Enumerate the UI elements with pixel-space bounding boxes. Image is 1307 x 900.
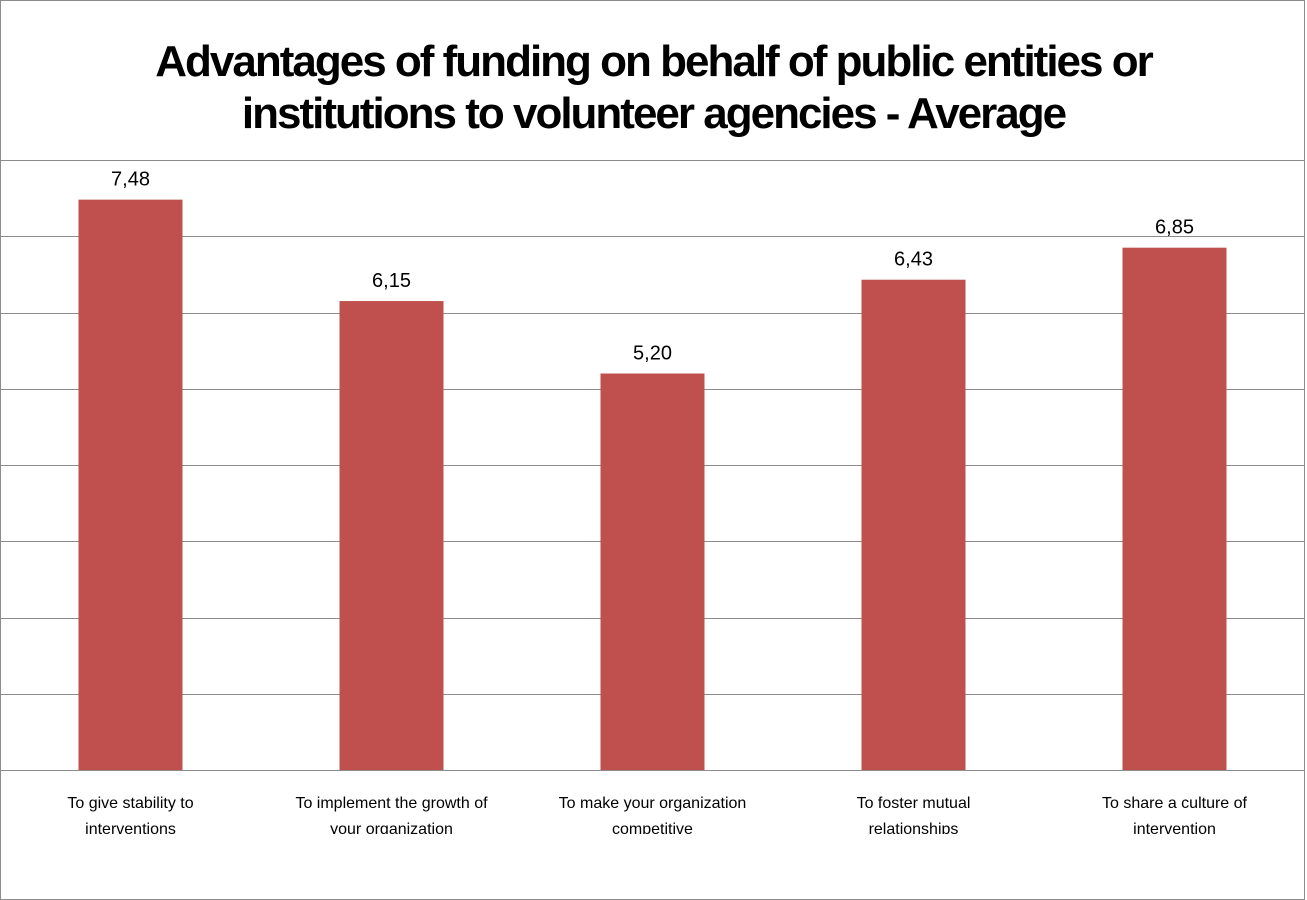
bar-1: [78, 199, 183, 770]
bar-2: [339, 301, 444, 770]
data-label-5: 6,85: [1155, 217, 1194, 239]
bar-4: [861, 279, 966, 770]
category-label-2: To implement the growth of your organizat…: [295, 795, 488, 834]
chart-title: Advantages of funding on behalf of publi…: [0, 36, 1307, 140]
chart-title-line-1: Advantages of funding on behalf of publi…: [155, 37, 1153, 86]
data-label-2: 6,15: [372, 270, 411, 292]
data-label-1: 7,48: [111, 169, 150, 191]
chart-title-line-2: institutions to volunteer agencies - Ave…: [241, 89, 1067, 138]
bars: [78, 199, 1227, 770]
category-label-5: To share a culture of intervention: [1102, 795, 1248, 834]
data-label-4: 6,43: [894, 249, 933, 271]
bar-5: [1122, 247, 1227, 770]
bar-3: [600, 373, 705, 770]
data-label-3: 5,20: [633, 343, 672, 365]
category-label-3: To make your organization competitive: [559, 795, 747, 834]
category-label-1: To give stability to interventions: [67, 795, 193, 834]
data-labels: 7,48 6,15 5,20 6,43 6,85: [111, 169, 1194, 365]
bar-chart: 7,48 6,15 5,20 6,43 6,85 To give stability t…: [0, 160, 1305, 834]
category-labels: To give stability to interventions To impl…: [67, 795, 1247, 834]
category-label-4: To foster mutual relationships: [857, 795, 971, 834]
